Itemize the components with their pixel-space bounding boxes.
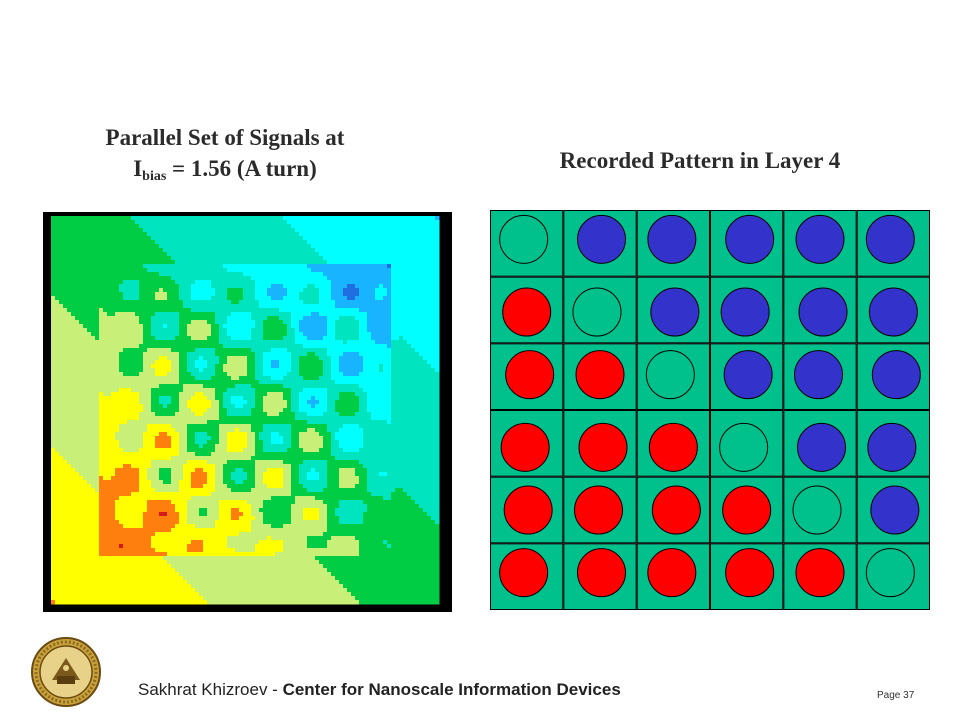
bit-red	[577, 548, 626, 598]
bit-red	[499, 548, 549, 598]
bit-blue	[795, 214, 845, 264]
footer-author: Sakhrat Khizroev -	[138, 680, 283, 699]
bit-red	[578, 422, 628, 472]
bit-empty	[719, 422, 769, 472]
bit-empty	[572, 287, 622, 337]
bit-blue	[650, 287, 700, 337]
bit-red	[795, 548, 845, 598]
pattern-grid-svg	[490, 210, 930, 611]
footer-organization: Center for Nanoscale Information Devices	[282, 680, 621, 699]
contour-map-svg	[43, 212, 452, 612]
field-contour-map	[43, 212, 452, 612]
bit-empty	[645, 350, 695, 400]
bit-blue	[871, 350, 921, 400]
bit-blue	[723, 350, 773, 400]
contour-field	[51, 216, 440, 605]
bit-empty	[865, 548, 915, 598]
title-i: I	[133, 156, 143, 181]
recorded-pattern-grid	[490, 210, 930, 611]
bit-blue	[794, 350, 843, 400]
title-subscript: bias	[142, 169, 167, 184]
bit-blue	[647, 214, 697, 264]
bit-red	[505, 350, 555, 400]
bit-blue	[720, 287, 770, 337]
bit-red	[651, 485, 701, 535]
left-title-line1: Parallel Set of Signals at	[105, 125, 345, 150]
bit-red	[722, 485, 772, 535]
page-number: Page 37	[877, 690, 915, 701]
bit-blue	[797, 422, 846, 472]
bit-blue	[868, 287, 918, 337]
bit-red	[575, 350, 625, 400]
left-title: Parallel Set of Signals at Ibias = 1.56 …	[60, 122, 390, 192]
title-rest: = 1.56 (A turn)	[166, 156, 317, 181]
bit-red	[500, 422, 550, 472]
bit-empty	[792, 485, 842, 535]
bit-red	[574, 485, 623, 535]
bit-blue	[798, 287, 848, 337]
left-title-line2: Ibias = 1.56 (A turn)	[60, 153, 390, 192]
bit-blue	[577, 214, 626, 264]
bit-empty	[499, 214, 549, 264]
right-title: Recorded Pattern in Layer 4	[559, 148, 841, 173]
bit-red	[648, 422, 698, 472]
bit-blue	[865, 214, 915, 264]
bit-red	[502, 287, 552, 337]
bit-red	[503, 485, 553, 535]
bit-blue	[870, 485, 920, 535]
bit-red	[647, 548, 697, 598]
bit-blue	[725, 214, 775, 264]
university-seal-icon	[30, 636, 102, 708]
bit-blue	[867, 422, 917, 472]
bit-red	[725, 548, 775, 598]
footer: Sakhrat Khizroev - Center for Nanoscale …	[138, 680, 621, 700]
